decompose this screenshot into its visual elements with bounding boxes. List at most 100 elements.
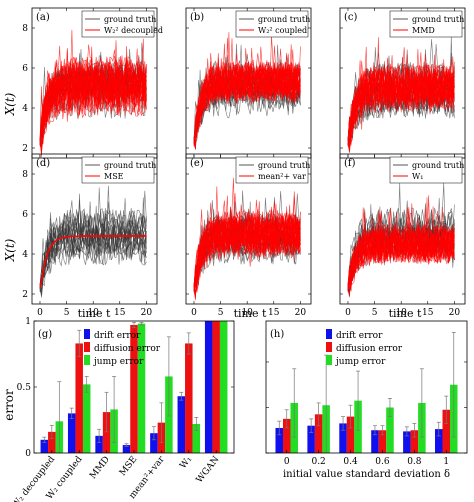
legend-label-model: W₂² coupled: [258, 26, 307, 35]
legend-label: drift error: [336, 331, 383, 341]
y-tick-label: 0: [25, 449, 31, 459]
y-tick-label: 8: [22, 170, 28, 180]
legend-swatch: [84, 329, 90, 339]
y-tick-label: 2: [22, 144, 28, 154]
bar: [177, 396, 186, 453]
model-path: [347, 207, 455, 285]
legend-label: jump error: [335, 357, 386, 367]
model-path: [193, 206, 301, 292]
bar: [410, 430, 419, 453]
x-axis-label: initial value standard deviation δ: [283, 469, 450, 480]
bar: [122, 445, 131, 453]
bar: [137, 323, 146, 453]
legend-swatch: [84, 342, 90, 352]
legend-label-model: W₁: [412, 172, 423, 181]
bar: [442, 409, 451, 453]
bar: [403, 431, 411, 453]
legend-box: [389, 156, 463, 184]
panel-label: (f): [344, 158, 356, 169]
legend-label: drift error: [94, 331, 141, 341]
x-tick-label: 10: [87, 308, 99, 318]
x-tick-label: 15: [268, 308, 280, 318]
model-path: [193, 201, 301, 290]
legend-label: jump error: [93, 357, 144, 367]
model-path: [347, 68, 455, 146]
model-path: [193, 52, 301, 139]
panel-label: (h): [270, 329, 284, 340]
model-path: [347, 224, 455, 291]
bar-panel-1: 0 0.2 0.4 0.6 0.8 1 initial value standard dev…: [265, 320, 468, 480]
category-label: 0.4: [343, 457, 358, 467]
panel-label: (g): [38, 329, 52, 340]
legend-label-model: MMD: [412, 26, 435, 35]
model-path: [193, 195, 301, 292]
plot-area: [193, 32, 301, 150]
y-tick-label: 2: [22, 290, 28, 300]
x-tick-label: 0: [345, 308, 351, 318]
top-x-axis-label-2: time t: [234, 307, 267, 320]
bar: [95, 435, 103, 453]
model-path: [193, 177, 301, 293]
legend-label-model: W₂² decoupled: [104, 26, 163, 35]
bar: [75, 343, 83, 453]
bar: [386, 407, 394, 453]
panel-label: (c): [344, 12, 358, 23]
model-path: [39, 235, 147, 286]
line-panel-1: (b) ground truth W₂² coupled: [185, 7, 312, 159]
bar-area: [40, 321, 228, 453]
panel-frame: [185, 153, 312, 305]
legend-label-model: MSE: [104, 172, 124, 181]
x-tick-label: 10: [241, 308, 253, 318]
panel-label: (a): [36, 12, 50, 23]
model-path: [347, 73, 455, 141]
bar: [219, 321, 228, 453]
x-tick-label: 0: [191, 308, 197, 318]
panel-label: (e): [190, 158, 204, 169]
bar-panel-frame: [265, 320, 468, 454]
truth-path: [193, 235, 301, 294]
bottom-y-axis-label: error: [2, 389, 16, 421]
bar: [48, 431, 56, 453]
bar: [102, 412, 111, 453]
plot-area: [347, 182, 455, 298]
y-tick-label: 6: [22, 64, 28, 74]
truth-path: [39, 215, 147, 285]
category-label: 0.8: [407, 457, 422, 467]
bar: [82, 384, 91, 453]
bar: [435, 429, 443, 453]
category-label: MMD: [88, 455, 112, 481]
x-tick-label: 5: [372, 308, 378, 318]
legend-label-truth: ground truth: [412, 15, 464, 24]
legend-box: [81, 156, 155, 184]
plot-area: [39, 185, 147, 298]
line-panel-2: (c) ground truth MMD: [339, 7, 466, 159]
x-tick-label: 15: [114, 308, 126, 318]
category-label: 0: [284, 457, 290, 467]
model-path: [39, 48, 147, 149]
y-tick-label: 0.5: [17, 383, 32, 393]
bar: [346, 416, 355, 453]
x-tick-label: 20: [295, 308, 307, 318]
legend-label-truth: ground truth: [258, 15, 310, 24]
legend-label-truth: ground truth: [104, 161, 156, 170]
truth-path: [39, 190, 147, 295]
y-tick-label: 4: [22, 250, 28, 260]
line-panel-3: 0 5 10 15 20 2 4 6 8 (d) ground truth MSE: [22, 153, 158, 318]
x-tick-label: 10: [395, 308, 407, 318]
line-panel-5: 0 5 10 15 20 (f) ground truth W₁: [339, 153, 466, 318]
model-path: [347, 73, 455, 144]
legend-label-model: mean²+ var: [258, 172, 306, 181]
x-tick-label: 20: [141, 308, 153, 318]
plot-area: [347, 36, 455, 153]
y-tick-label: 6: [22, 210, 28, 220]
legend-label-truth: ground truth: [412, 161, 464, 170]
top-y-axis-label-1: X(t): [3, 92, 17, 116]
bar: [185, 343, 193, 453]
category-label: 0.2: [311, 457, 325, 467]
category-label: 0.6: [375, 457, 390, 467]
legend-label-truth: ground truth: [104, 15, 156, 24]
model-path: [347, 223, 455, 285]
legend-box: [389, 10, 463, 38]
